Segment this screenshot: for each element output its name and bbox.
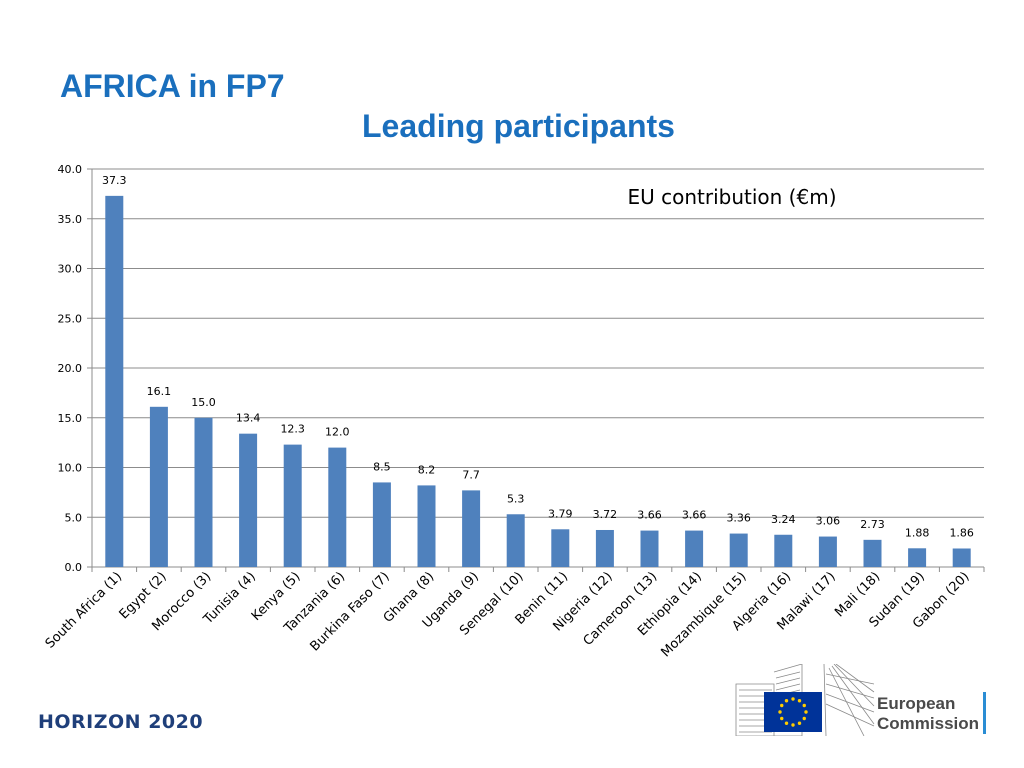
bar [551, 529, 570, 567]
data-label: 3.66 [682, 509, 707, 522]
horizon-2020-label: HORIZON 2020 [38, 711, 204, 733]
eu-star-icon [791, 723, 795, 727]
eu-star-icon [797, 699, 802, 703]
bar [506, 514, 525, 567]
eu-star-icon [797, 721, 802, 725]
category-label: South Africa (1) [43, 569, 125, 651]
bar [640, 530, 659, 567]
bar [774, 534, 793, 567]
bar [462, 490, 481, 567]
wordmark-accent-bar [983, 692, 986, 734]
bar [239, 433, 258, 567]
data-label: 12.3 [280, 423, 305, 436]
eu-star-icon [804, 710, 808, 714]
bar [685, 530, 704, 567]
bar [729, 533, 748, 567]
y-tick-label: 0.0 [65, 561, 83, 574]
eu-star-icon [784, 699, 789, 703]
eu-star-icon [780, 703, 784, 708]
bar [595, 529, 614, 567]
y-tick-label: 40.0 [58, 163, 83, 176]
data-label: 37.3 [102, 174, 127, 187]
wordmark-line-2: Commission [877, 714, 980, 733]
bar [105, 195, 124, 568]
bar [372, 482, 391, 567]
data-label: 12.0 [325, 426, 350, 439]
y-tick-label: 5.0 [65, 511, 83, 524]
chart-title: EU contribution (€m) [627, 185, 836, 209]
eu-star-icon [784, 721, 789, 725]
data-label: 8.5 [373, 460, 391, 473]
bar [194, 417, 213, 567]
data-label: 3.72 [593, 508, 618, 521]
data-label: 3.66 [637, 509, 662, 522]
slide-title: AFRICA in FP7 [60, 68, 285, 104]
data-label: 3.36 [726, 512, 751, 525]
eu-star-icon [778, 710, 782, 714]
eu-star-icon [802, 716, 806, 721]
y-tick-label: 15.0 [58, 412, 83, 425]
bar-chart: 0.0 5.0 10.0 15.0 20.0 25.0 30.0 35.0 40.0 37.3 So… [43, 163, 985, 660]
data-label: 15.0 [191, 396, 216, 409]
y-tick-label: 35.0 [58, 213, 83, 226]
eu-star-icon [780, 716, 784, 721]
data-label: 2.73 [860, 518, 885, 531]
bar [863, 539, 882, 567]
y-tick-label: 30.0 [58, 263, 83, 276]
eu-star-icon [802, 703, 806, 708]
bar [818, 536, 837, 567]
eu-star-icon [791, 697, 795, 701]
wordmark-line-1: European [877, 694, 956, 713]
data-label: 3.24 [771, 513, 796, 526]
data-label: 3.06 [816, 515, 841, 528]
category-label: Burkina Faso (7) [308, 569, 393, 654]
bar [283, 444, 302, 567]
y-tick-label: 10.0 [58, 462, 83, 475]
data-label: 16.1 [147, 385, 172, 398]
bar [149, 406, 168, 567]
bar [908, 548, 927, 567]
bar [952, 548, 971, 567]
data-label: 1.88 [905, 526, 930, 539]
data-label: 5.3 [507, 492, 525, 505]
slide-subtitle: Leading participants [362, 108, 675, 144]
bar [417, 485, 436, 567]
category-label: Mozambique (15) [658, 569, 749, 660]
data-label: 8.2 [418, 463, 436, 476]
data-label: 3.79 [548, 507, 573, 520]
building-graphic [735, 664, 875, 736]
data-label: 1.86 [949, 526, 974, 539]
bar [328, 447, 347, 567]
data-label: 7.7 [462, 468, 480, 481]
y-tick-label: 20.0 [58, 362, 83, 375]
y-tick-label: 25.0 [58, 312, 83, 325]
commission-wordmark: European Commission [877, 694, 979, 734]
eu-stars [778, 697, 808, 727]
european-commission-logo [735, 664, 875, 736]
data-label: 13.4 [236, 412, 261, 425]
